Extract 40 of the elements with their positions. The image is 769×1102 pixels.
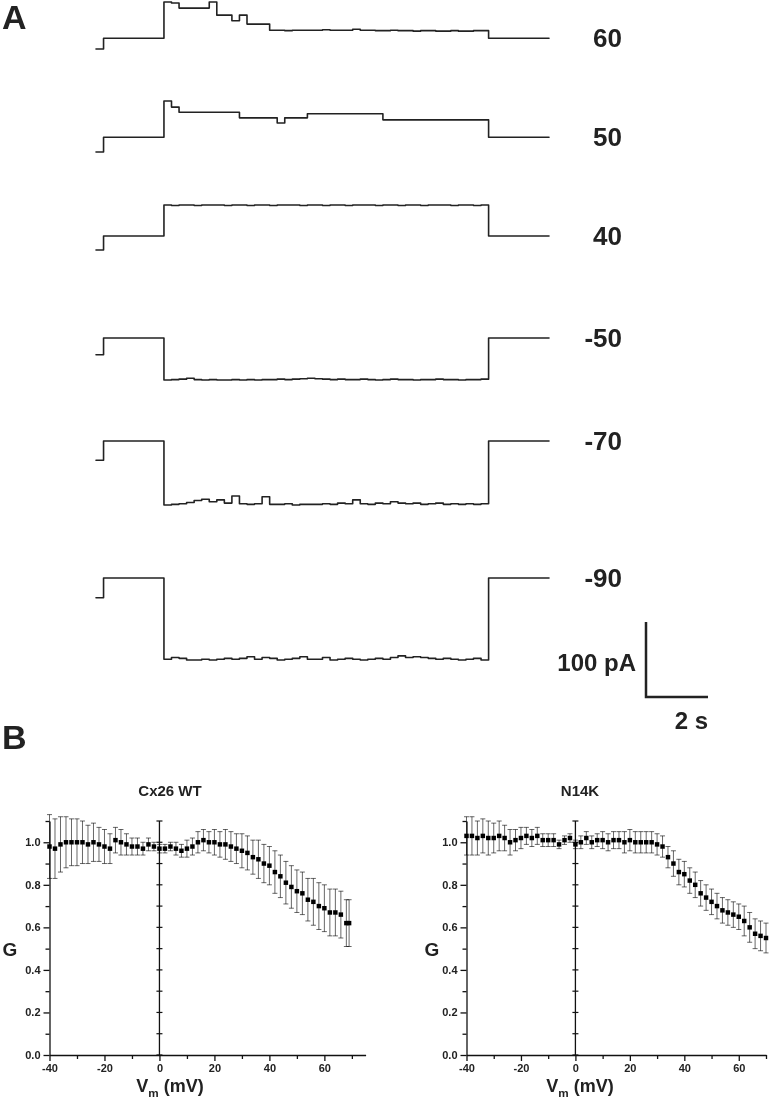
x-tick-label: 20 <box>208 1061 222 1074</box>
x-axis-title: V$_{m}$ (mV) <box>136 1076 204 1099</box>
x-tick-label: 0 <box>572 1061 579 1074</box>
series-label: -90 <box>584 563 622 593</box>
series-label: 40 <box>593 221 622 251</box>
y-tick-label: 0.2 <box>25 1006 41 1019</box>
y-tick-label: 0.6 <box>442 921 458 934</box>
y-tick-label: 0.4 <box>442 963 459 976</box>
x-tick-label: 40 <box>678 1061 691 1074</box>
y-tick-label: 1.0 <box>25 836 41 849</box>
y-tick-label: 1.0 <box>442 836 458 849</box>
x-tick-label: -40 <box>42 1061 58 1074</box>
x-tick-label: -40 <box>459 1061 475 1074</box>
x-tick-label: -20 <box>513 1061 530 1074</box>
text: A <box>2 0 27 36</box>
text: 100 pA <box>557 648 636 676</box>
y-tick-label: 0.4 <box>25 963 42 976</box>
x-tick-label: -20 <box>97 1061 113 1074</box>
chart-title: N14K <box>560 781 600 799</box>
y-tick-label: 0.2 <box>442 1006 458 1019</box>
y-tick-label: 0.8 <box>25 878 41 891</box>
y-tick-label: 0.0 <box>442 1049 458 1062</box>
x-tick-label: 60 <box>318 1061 331 1074</box>
x-axis-title: V$_{m}$ (mV) <box>546 1076 614 1099</box>
y-tick-label: 0.0 <box>25 1049 41 1062</box>
x-tick-label: 60 <box>733 1061 746 1074</box>
y-axis-title: G <box>2 938 18 960</box>
text: 2 s <box>674 706 708 734</box>
x-tick-label: 0 <box>156 1061 164 1074</box>
y-tick-label: 0.6 <box>25 921 41 934</box>
y-axis-title: G <box>424 938 440 960</box>
x-tick-label: 40 <box>263 1061 277 1074</box>
x-tick-label: 20 <box>624 1061 637 1074</box>
series-label: -50 <box>584 323 622 353</box>
series-label: -70 <box>584 426 622 456</box>
y-tick-label: 0.8 <box>442 878 458 891</box>
chart-title: Cx26 WT <box>138 781 202 799</box>
series-label: 60 <box>593 23 622 53</box>
series-label: 50 <box>593 122 622 152</box>
text: B <box>2 718 27 756</box>
